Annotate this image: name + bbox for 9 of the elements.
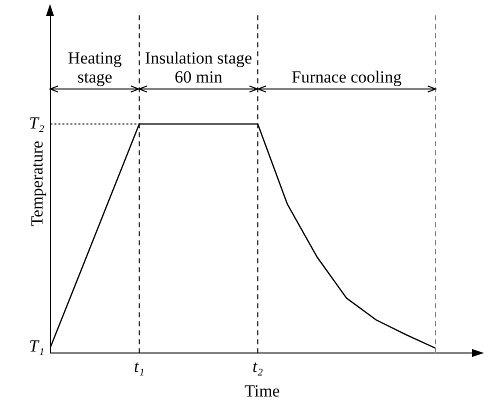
text: Heating stage [68, 48, 122, 87]
text: Insulation stage 60 min [144, 48, 252, 87]
x-tick-label: t₂ [252, 356, 264, 376]
y-axis-title: Temperature [28, 140, 47, 226]
x-axis-title: Time [244, 381, 280, 400]
text: T₁ [29, 336, 44, 356]
x-tick-label: t₁ [134, 356, 145, 376]
text: Furnace cooling [292, 68, 402, 87]
ref-line-label: T₂ [29, 113, 44, 132]
